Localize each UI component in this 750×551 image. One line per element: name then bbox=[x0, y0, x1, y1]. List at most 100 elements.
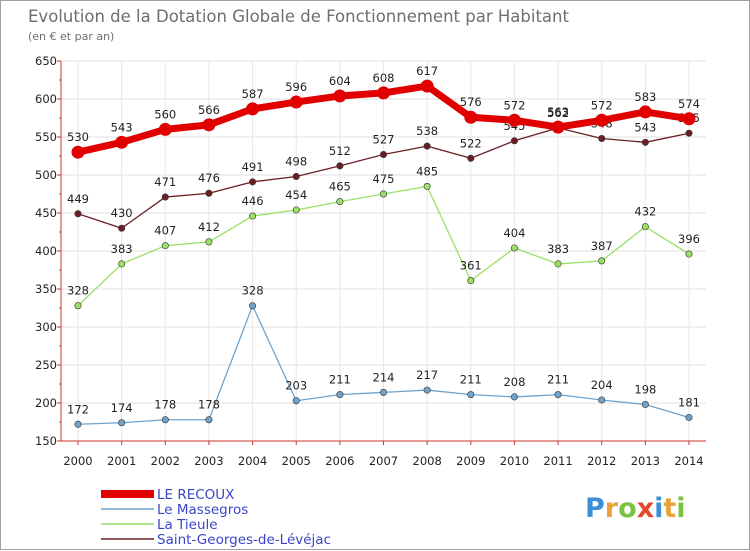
data-point bbox=[289, 95, 303, 109]
data-point bbox=[379, 150, 387, 158]
data-point bbox=[641, 401, 649, 409]
data-label: 432 bbox=[634, 205, 656, 219]
data-point bbox=[598, 396, 606, 404]
data-label: 404 bbox=[503, 226, 525, 240]
data-label: 604 bbox=[329, 74, 351, 88]
data-label: 576 bbox=[460, 95, 482, 109]
logo-letter: i bbox=[654, 493, 663, 524]
data-label: 396 bbox=[678, 232, 700, 246]
x-tick-label: 2006 bbox=[325, 454, 354, 468]
data-point bbox=[641, 138, 649, 146]
data-point bbox=[423, 182, 431, 190]
data-point bbox=[161, 416, 169, 424]
logo-letter: o bbox=[618, 493, 637, 524]
data-label: 475 bbox=[373, 172, 395, 186]
y-tick-label: 550 bbox=[35, 130, 57, 144]
data-label: 217 bbox=[416, 368, 438, 382]
y-tick-label: 200 bbox=[35, 396, 57, 410]
data-point bbox=[685, 250, 693, 258]
data-point bbox=[202, 118, 216, 132]
y-tick-label: 500 bbox=[35, 168, 57, 182]
y-tick-label: 650 bbox=[35, 54, 57, 68]
data-label: 608 bbox=[373, 71, 395, 85]
series-le-massegros: 172 174 178 178 328 203 211 214 217 211 208 211 204 1… bbox=[67, 284, 700, 428]
data-label: 512 bbox=[329, 144, 351, 158]
series-layer: 4494304714764914985125275385225455625485… bbox=[67, 64, 700, 428]
data-label: 485 bbox=[416, 164, 438, 178]
legend-label: La Tieule bbox=[157, 517, 218, 533]
data-label: 574 bbox=[678, 97, 700, 111]
data-point bbox=[598, 135, 606, 143]
data-label: 211 bbox=[547, 373, 569, 387]
data-label: 465 bbox=[329, 180, 351, 194]
data-point bbox=[507, 113, 521, 127]
data-label: 530 bbox=[67, 130, 89, 144]
logo-text: Proxiti bbox=[585, 493, 686, 524]
logo-letter: x bbox=[637, 493, 654, 524]
data-label: 446 bbox=[242, 194, 264, 208]
data-label: 572 bbox=[591, 98, 613, 112]
data-label: 527 bbox=[373, 132, 395, 146]
legend-label: LE RECOUX bbox=[157, 487, 234, 503]
gridlines bbox=[61, 60, 706, 442]
data-label: 563 bbox=[547, 105, 569, 119]
data-point bbox=[510, 393, 518, 401]
data-point bbox=[510, 137, 518, 145]
data-point bbox=[249, 178, 257, 186]
data-label: 328 bbox=[67, 284, 89, 298]
data-point bbox=[115, 135, 129, 149]
logo-letter: t bbox=[663, 493, 676, 524]
data-point bbox=[420, 79, 434, 93]
data-point bbox=[71, 145, 85, 159]
data-label: 208 bbox=[503, 375, 525, 389]
series-le-recoux: 530 543 560 566 587 596 604 608 617 576 572 563 572 5… bbox=[67, 64, 700, 159]
data-label: 211 bbox=[460, 373, 482, 387]
y-tick-label: 400 bbox=[35, 244, 57, 258]
x-tick-label: 2011 bbox=[543, 454, 572, 468]
data-point bbox=[423, 142, 431, 150]
data-label: 204 bbox=[591, 378, 613, 392]
data-point bbox=[682, 112, 696, 126]
data-label: 562 bbox=[547, 106, 569, 120]
data-label: 583 bbox=[634, 90, 656, 104]
data-point bbox=[467, 154, 475, 162]
data-point bbox=[249, 212, 257, 220]
x-tick-label: 2012 bbox=[587, 454, 616, 468]
data-point bbox=[336, 162, 344, 170]
data-point bbox=[74, 210, 82, 218]
series-la-tieule: 328 383 407 412 446 454 465 475 485 361 404 383 387 4… bbox=[67, 164, 700, 310]
data-point bbox=[379, 190, 387, 198]
data-point bbox=[554, 391, 562, 399]
data-point bbox=[464, 110, 478, 124]
axes: 150 200 250 300 350 400 450 500 550 600 650 2000 200… bbox=[35, 54, 706, 468]
data-point bbox=[467, 391, 475, 399]
x-tick-label: 2009 bbox=[456, 454, 485, 468]
y-tick-label: 450 bbox=[35, 206, 57, 220]
legend-item: Saint-Georges-de-Lévéjac bbox=[101, 532, 331, 548]
data-label: 491 bbox=[242, 160, 264, 174]
data-point bbox=[598, 257, 606, 265]
data-point bbox=[638, 105, 652, 119]
data-label: 387 bbox=[591, 239, 613, 253]
data-label: 449 bbox=[67, 192, 89, 206]
data-point bbox=[685, 129, 693, 137]
data-point bbox=[74, 302, 82, 310]
data-label: 328 bbox=[242, 284, 264, 298]
data-label: 361 bbox=[460, 259, 482, 273]
data-label: 211 bbox=[329, 373, 351, 387]
data-label: 178 bbox=[198, 398, 220, 412]
data-point bbox=[336, 391, 344, 399]
data-label: 471 bbox=[154, 175, 176, 189]
data-label: 617 bbox=[416, 64, 438, 78]
chart-title: Evolution de la Dotation Globale de Fonc… bbox=[28, 7, 569, 26]
data-label: 522 bbox=[460, 136, 482, 150]
data-point bbox=[118, 419, 126, 427]
data-point bbox=[423, 386, 431, 394]
data-label: 383 bbox=[111, 242, 133, 256]
x-tick-label: 2005 bbox=[282, 454, 311, 468]
data-point bbox=[118, 260, 126, 268]
data-point bbox=[377, 86, 390, 100]
